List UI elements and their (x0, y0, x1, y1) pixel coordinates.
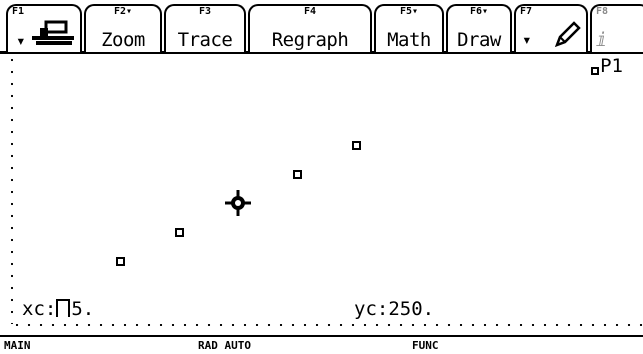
f8-label: ⅈ (596, 29, 607, 51)
f3-trace-button[interactable]: F3 Trace (164, 4, 246, 52)
x-readout-label: xc: (22, 298, 57, 320)
f1-key-label: F1 (12, 6, 25, 17)
angle-and-mode-status: RAD AUTO (198, 339, 251, 352)
f6-draw-menu[interactable]: F6▾ Draw (446, 4, 512, 52)
graph-mode-status: FUNC (412, 339, 439, 352)
function-key-toolbar: F1 ▾ F2▾ Zoom F3 Trace F4 Regraph F5▾ Ma… (0, 0, 643, 54)
f7-key-label: F7 (520, 6, 533, 17)
f5-key-label: F5▾ (399, 6, 419, 17)
f8-key-label: F8 (596, 6, 609, 17)
zoom-label: Zoom (101, 29, 145, 51)
left-window-edge (11, 54, 13, 324)
toolbox-icon: ▾ (16, 20, 74, 50)
plot-point (116, 257, 125, 266)
plot-name: P1 (600, 55, 623, 77)
plot-point (175, 228, 184, 237)
bottom-window-edge (11, 324, 643, 326)
draw-label: Draw (457, 29, 501, 51)
f2-key-label: F2▾ (113, 6, 133, 17)
regraph-label: Regraph (271, 29, 349, 51)
f1-tools-menu[interactable]: F1 ▾ (6, 4, 82, 52)
y-readout-label: yc: (354, 298, 389, 320)
graph-screen[interactable]: P1 xc: 5. yc:250. (0, 54, 643, 334)
trace-label: Trace (177, 29, 233, 51)
trace-cursor-icon[interactable] (225, 190, 251, 216)
pencil-icon (554, 21, 581, 48)
square-mark-icon (591, 67, 600, 75)
f5-math-menu[interactable]: F5▾ Math (374, 4, 444, 52)
y-coordinate-readout: yc:250. (354, 298, 435, 320)
f7-pen-menu[interactable]: F7 ▾ (514, 4, 588, 52)
f4-key-label: F4 (303, 6, 317, 17)
current-folder: MAIN (4, 339, 31, 352)
f4-regraph-button[interactable]: F4 Regraph (248, 4, 372, 52)
x-readout-cursor (56, 299, 71, 317)
f8-menu[interactable]: F8 ⅈ (590, 4, 643, 52)
x-readout-value: 5. (71, 298, 95, 320)
plot-legend: P1 (591, 56, 623, 76)
f6-key-label: F6▾ (469, 6, 489, 17)
y-readout-value: 250. (388, 298, 435, 320)
f2-zoom-menu[interactable]: F2▾ Zoom (84, 4, 162, 52)
plot-point (293, 170, 302, 179)
plot-point (352, 141, 361, 150)
math-label: Math (387, 29, 431, 51)
x-coordinate-readout: xc: 5. (22, 298, 95, 320)
f7-dropdown-arrow: ▾ (522, 30, 532, 49)
status-bar: MAIN RAD AUTO FUNC (0, 335, 643, 354)
svg-text:▾: ▾ (16, 31, 26, 50)
f3-key-label: F3 (198, 6, 212, 17)
